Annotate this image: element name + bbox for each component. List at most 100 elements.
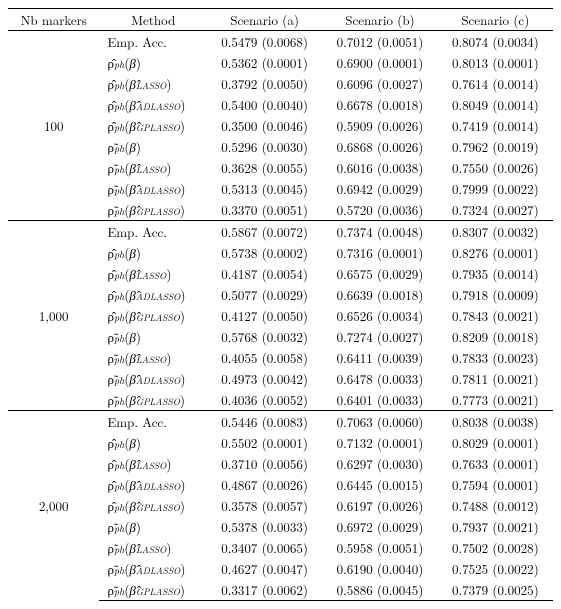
- value-cell: 0.6526 (0.0034): [322, 305, 437, 326]
- method-cell: ρ̂ph(β̂ADLASSO): [99, 94, 206, 115]
- value-cell: 0.7937 (0.0021): [438, 516, 553, 537]
- method-cell: ρ̃ph(β): [99, 516, 206, 537]
- method-cell: Emp. Acc.: [99, 31, 206, 53]
- method-cell: ρ̃ph(β̂ADLASSO): [99, 368, 206, 389]
- value-cell: 0.4867 (0.0026): [207, 474, 322, 495]
- value-cell: 0.7999 (0.0022): [438, 178, 553, 199]
- value-cell: 0.5313 (0.0045): [207, 178, 322, 199]
- value-cell: 0.7633 (0.0001): [438, 453, 553, 474]
- value-cell: 0.5867 (0.0072): [207, 221, 322, 243]
- value-cell: 0.5400 (0.0040): [207, 94, 322, 115]
- method-cell: ρ̂ph(β): [99, 52, 206, 73]
- value-cell: 0.7379 (0.0025): [438, 579, 553, 601]
- col-method: Method: [99, 9, 206, 31]
- value-cell: 0.6478 (0.0033): [322, 368, 437, 389]
- value-cell: 0.4055 (0.0058): [207, 347, 322, 368]
- value-cell: 0.5738 (0.0002): [207, 242, 322, 263]
- value-cell: 0.5768 (0.0032): [207, 326, 322, 347]
- value-cell: 0.7012 (0.0051): [322, 31, 437, 53]
- value-cell: 0.4036 (0.0052): [207, 389, 322, 411]
- value-cell: 0.6445 (0.0015): [322, 474, 437, 495]
- table-body: 100Emp. Acc.0.5479 (0.0068)0.7012 (0.005…: [8, 31, 553, 601]
- value-cell: 0.4127 (0.0050): [207, 305, 322, 326]
- table-row: 2,000Emp. Acc.0.5446 (0.0083)0.7063 (0.0…: [8, 411, 553, 433]
- results-table: Nb markers Method Scenario (a) Scenario …: [8, 8, 553, 601]
- method-cell: ρ̃ph(β̂LASSO): [99, 157, 206, 178]
- method-cell: ρ̂ph(β̂LASSO): [99, 73, 206, 94]
- value-cell: 0.6411 (0.0039): [322, 347, 437, 368]
- value-cell: 0.4973 (0.0042): [207, 368, 322, 389]
- col-scenario-b: Scenario (b): [322, 9, 437, 31]
- value-cell: 0.7594 (0.0001): [438, 474, 553, 495]
- value-cell: 0.6297 (0.0030): [322, 453, 437, 474]
- value-cell: 0.8074 (0.0034): [438, 31, 553, 53]
- value-cell: 0.7488 (0.0012): [438, 495, 553, 516]
- table-row: 100Emp. Acc.0.5479 (0.0068)0.7012 (0.005…: [8, 31, 553, 53]
- value-cell: 0.3578 (0.0057): [207, 495, 322, 516]
- value-cell: 0.6972 (0.0029): [322, 516, 437, 537]
- value-cell: 0.6016 (0.0038): [322, 157, 437, 178]
- value-cell: 0.5886 (0.0045): [322, 579, 437, 601]
- value-cell: 0.7316 (0.0001): [322, 242, 437, 263]
- method-cell: ρ̃ph(β̂ADLASSO): [99, 558, 206, 579]
- value-cell: 0.5296 (0.0030): [207, 136, 322, 157]
- method-cell: ρ̃ph(β̂LASSO): [99, 537, 206, 558]
- method-cell: ρ̂ph(β̂ADLASSO): [99, 284, 206, 305]
- value-cell: 0.5446 (0.0083): [207, 411, 322, 433]
- method-cell: ρ̂ph(β̂GPLASSO): [99, 305, 206, 326]
- value-cell: 0.6190 (0.0040): [322, 558, 437, 579]
- value-cell: 0.7962 (0.0019): [438, 136, 553, 157]
- nb-markers-cell: 2,000: [8, 411, 99, 601]
- col-scenario-c: Scenario (c): [438, 9, 553, 31]
- nb-markers-cell: 100: [8, 31, 99, 221]
- value-cell: 0.8209 (0.0018): [438, 326, 553, 347]
- value-cell: 0.8038 (0.0038): [438, 411, 553, 433]
- value-cell: 0.6678 (0.0018): [322, 94, 437, 115]
- value-cell: 0.5479 (0.0068): [207, 31, 322, 53]
- method-cell: ρ̃ph(β̂GPLASSO): [99, 579, 206, 601]
- value-cell: 0.6401 (0.0033): [322, 389, 437, 411]
- value-cell: 0.7274 (0.0027): [322, 326, 437, 347]
- value-cell: 0.4627 (0.0047): [207, 558, 322, 579]
- method-cell: ρ̂ph(β̂LASSO): [99, 263, 206, 284]
- value-cell: 0.8307 (0.0032): [438, 221, 553, 243]
- method-cell: ρ̂ph(β̂ADLASSO): [99, 474, 206, 495]
- col-scenario-a: Scenario (a): [207, 9, 322, 31]
- value-cell: 0.6942 (0.0029): [322, 178, 437, 199]
- value-cell: 0.6900 (0.0001): [322, 52, 437, 73]
- method-cell: ρ̃ph(β̂LASSO): [99, 347, 206, 368]
- value-cell: 0.8029 (0.0001): [438, 432, 553, 453]
- value-cell: 0.7374 (0.0048): [322, 221, 437, 243]
- value-cell: 0.8276 (0.0001): [438, 242, 553, 263]
- value-cell: 0.7935 (0.0014): [438, 263, 553, 284]
- method-cell: ρ̂ph(β̂LASSO): [99, 453, 206, 474]
- method-cell: ρ̃ph(β): [99, 326, 206, 347]
- value-cell: 0.3317 (0.0062): [207, 579, 322, 601]
- method-cell: ρ̃ph(β̂ADLASSO): [99, 178, 206, 199]
- value-cell: 0.7525 (0.0022): [438, 558, 553, 579]
- value-cell: 0.5720 (0.0036): [322, 199, 437, 221]
- value-cell: 0.8049 (0.0014): [438, 94, 553, 115]
- value-cell: 0.6575 (0.0029): [322, 263, 437, 284]
- value-cell: 0.7833 (0.0023): [438, 347, 553, 368]
- value-cell: 0.6868 (0.0026): [322, 136, 437, 157]
- value-cell: 0.5502 (0.0001): [207, 432, 322, 453]
- value-cell: 0.3407 (0.0065): [207, 537, 322, 558]
- method-cell: Emp. Acc.: [99, 411, 206, 433]
- value-cell: 0.7918 (0.0009): [438, 284, 553, 305]
- value-cell: 0.7843 (0.0021): [438, 305, 553, 326]
- value-cell: 0.5378 (0.0033): [207, 516, 322, 537]
- value-cell: 0.7324 (0.0027): [438, 199, 553, 221]
- value-cell: 0.3792 (0.0050): [207, 73, 322, 94]
- value-cell: 0.7614 (0.0014): [438, 73, 553, 94]
- value-cell: 0.6639 (0.0018): [322, 284, 437, 305]
- value-cell: 0.6096 (0.0027): [322, 73, 437, 94]
- method-cell: ρ̂ph(β̂GPLASSO): [99, 495, 206, 516]
- value-cell: 0.6197 (0.0026): [322, 495, 437, 516]
- value-cell: 0.5362 (0.0001): [207, 52, 322, 73]
- value-cell: 0.5909 (0.0026): [322, 115, 437, 136]
- header-row: Nb markers Method Scenario (a) Scenario …: [8, 9, 553, 31]
- method-cell: ρ̃ph(β): [99, 136, 206, 157]
- value-cell: 0.3628 (0.0055): [207, 157, 322, 178]
- value-cell: 0.7502 (0.0028): [438, 537, 553, 558]
